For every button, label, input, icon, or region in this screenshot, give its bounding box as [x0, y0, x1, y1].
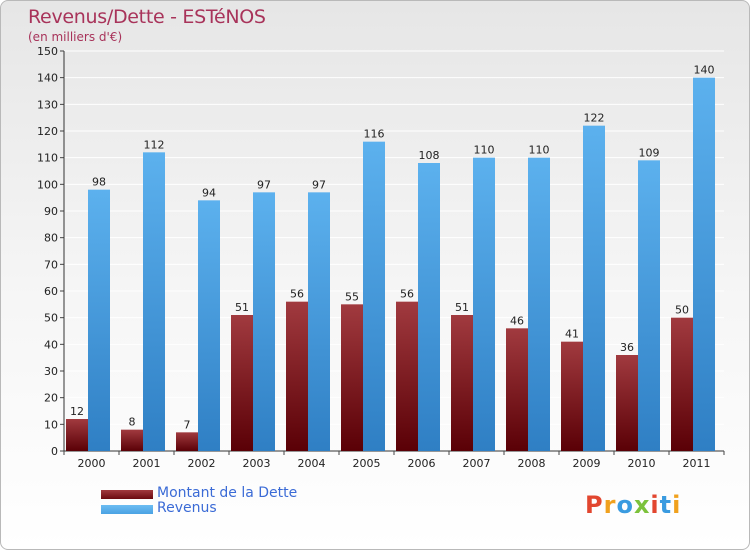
- data-label-dette: 7: [184, 418, 191, 431]
- y-tick-label: 80: [44, 232, 58, 245]
- data-label-dette: 46: [510, 314, 524, 327]
- data-label-revenus: 122: [584, 112, 605, 125]
- legend-label-dette: Montant de la Dette: [157, 485, 298, 501]
- bar-revenus: [253, 192, 275, 452]
- bar-revenus: [638, 160, 660, 452]
- logo-letter: i: [650, 491, 660, 519]
- data-label-revenus: 110: [474, 144, 495, 157]
- chart-subtitle: (en milliers d'€): [28, 30, 123, 44]
- y-tick-label: 20: [44, 392, 58, 405]
- x-tick-label: 2000: [78, 457, 106, 470]
- x-tick-label: 2002: [188, 457, 216, 470]
- data-label-dette: 51: [455, 301, 469, 314]
- data-label-revenus: 116: [364, 128, 385, 141]
- data-label-dette: 41: [565, 328, 579, 341]
- bar-revenus: [198, 200, 220, 451]
- logo-letter: r: [603, 491, 617, 519]
- y-tick-label: 50: [44, 312, 58, 325]
- data-label-dette: 55: [345, 290, 359, 303]
- data-label-dette: 8: [129, 416, 136, 429]
- data-label-revenus: 98: [92, 176, 106, 189]
- bar-dette: [616, 355, 638, 451]
- bar-revenus: [363, 141, 385, 451]
- y-tick-label: 70: [44, 258, 58, 271]
- data-label-dette: 56: [290, 288, 304, 301]
- x-tick-label: 2010: [628, 457, 656, 470]
- bar-dette: [396, 301, 418, 451]
- bar-revenus: [583, 125, 605, 452]
- legend-swatch-dette: [101, 490, 153, 499]
- data-label-dette: 50: [675, 304, 689, 317]
- y-tick-label: 100: [37, 178, 58, 191]
- x-tick-label: 2011: [683, 457, 711, 470]
- y-tick-label: 0: [51, 445, 58, 458]
- y-tick-label: 130: [37, 98, 58, 111]
- proxiti-logo: Proxiti: [585, 491, 681, 519]
- bar-revenus: [88, 189, 110, 451]
- data-label-revenus: 108: [419, 149, 440, 162]
- bar-revenus: [418, 163, 440, 451]
- legend-label-revenus: Revenus: [157, 500, 217, 516]
- y-tick-label: 90: [44, 205, 58, 218]
- y-tick-label: 40: [44, 338, 58, 351]
- x-tick-label: 2009: [573, 457, 601, 470]
- data-label-dette: 12: [70, 405, 84, 418]
- data-label-dette: 36: [620, 341, 634, 354]
- x-tick-label: 2008: [518, 457, 546, 470]
- bar-dette: [176, 432, 198, 451]
- bar-revenus: [693, 77, 715, 452]
- bar-dette: [231, 315, 253, 451]
- bar-revenus: [143, 152, 165, 452]
- x-tick-label: 2001: [133, 457, 161, 470]
- data-label-revenus: 110: [529, 144, 550, 157]
- bar-dette: [671, 317, 693, 451]
- bar-revenus: [308, 192, 330, 452]
- x-tick-label: 2007: [463, 457, 491, 470]
- x-tick-label: 2004: [298, 457, 326, 470]
- y-tick-label: 30: [44, 365, 58, 378]
- bar-dette: [506, 328, 528, 451]
- logo-letter: t: [659, 491, 673, 519]
- data-label-dette: 51: [235, 301, 249, 314]
- data-label-revenus: 112: [144, 138, 165, 151]
- data-label-revenus: 97: [257, 178, 271, 191]
- bar-dette: [121, 429, 143, 451]
- y-tick-label: 10: [44, 418, 58, 431]
- x-tick-label: 2005: [353, 457, 381, 470]
- y-tick-label: 110: [37, 152, 58, 165]
- y-tick-label: 140: [37, 72, 58, 85]
- legend-swatch-revenus: [101, 505, 153, 514]
- data-label-dette: 56: [400, 288, 414, 301]
- x-tick-label: 2006: [408, 457, 436, 470]
- logo-letter: P: [585, 491, 604, 519]
- logo-letter: o: [616, 491, 634, 519]
- y-tick-label: 150: [37, 45, 58, 58]
- logo-letter: i: [672, 491, 682, 519]
- logo-letter: x: [633, 491, 651, 519]
- bar-dette: [66, 419, 88, 451]
- data-label-revenus: 109: [639, 146, 660, 159]
- chart-title: Revenus/Dette - ESTéNOS: [28, 6, 266, 28]
- x-tick-label: 2003: [243, 457, 271, 470]
- bar-dette: [286, 301, 308, 451]
- data-label-revenus: 140: [694, 64, 715, 77]
- bar-dette: [341, 304, 363, 451]
- y-tick-label: 120: [37, 125, 58, 138]
- bar-dette: [561, 341, 583, 451]
- bar-dette: [451, 315, 473, 451]
- y-tick-label: 60: [44, 285, 58, 298]
- data-label-revenus: 94: [202, 186, 216, 199]
- bar-revenus: [473, 157, 495, 451]
- bar-revenus: [528, 157, 550, 451]
- data-label-revenus: 97: [312, 178, 326, 191]
